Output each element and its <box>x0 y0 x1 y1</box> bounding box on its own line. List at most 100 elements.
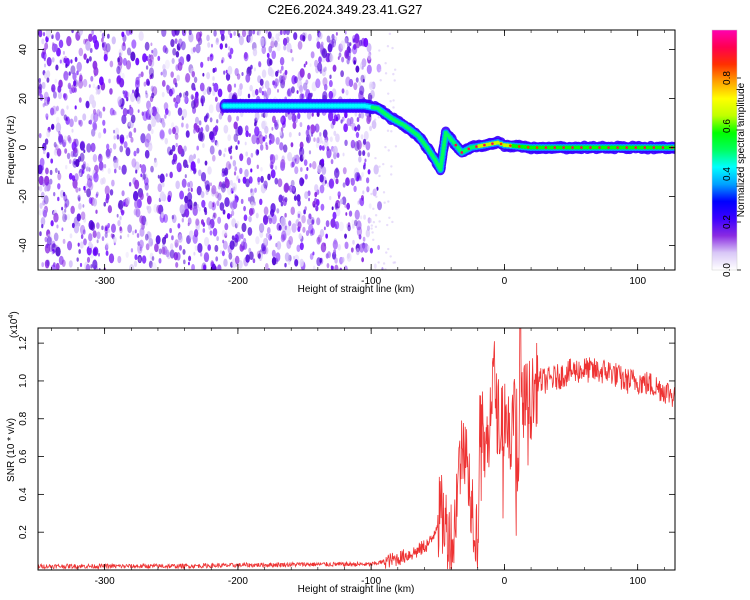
noise-speckle <box>185 130 190 138</box>
noise-speckle <box>224 147 227 153</box>
noise-speckle <box>340 40 346 50</box>
noise-speckle <box>88 241 93 249</box>
noise-speckle <box>355 247 360 256</box>
noise-speckle <box>207 244 211 251</box>
x-tick-label: 100 <box>629 576 646 587</box>
noise-speckle <box>216 141 220 148</box>
noise-speckle <box>258 134 264 145</box>
noise-speckle <box>46 70 51 79</box>
noise-speckle <box>230 155 233 160</box>
noise-speckle <box>171 235 174 241</box>
noise-speckle <box>118 165 121 171</box>
noise-speckle <box>207 42 211 48</box>
noise-speckle <box>137 109 140 113</box>
noise-speckle <box>110 233 114 238</box>
track-peak <box>580 146 583 149</box>
noise-speckle <box>229 202 234 209</box>
noise-speckle <box>55 244 58 249</box>
noise-speckle <box>44 186 48 192</box>
noise-speckle <box>122 41 126 47</box>
noise-speckle <box>332 64 337 72</box>
noise-speckle <box>287 87 293 97</box>
noise-speckle <box>227 30 231 36</box>
noise-speckle <box>391 46 394 50</box>
noise-speckle <box>306 134 311 144</box>
noise-speckle <box>338 195 341 200</box>
spectrogram-x-ticks: -300 -200 -100 0 100 <box>51 30 665 287</box>
noise-speckle <box>363 214 366 220</box>
noise-speckle <box>125 30 131 36</box>
noise-speckle <box>367 169 371 175</box>
noise-speckle <box>112 109 116 116</box>
noise-speckle <box>70 59 73 64</box>
noise-speckle <box>161 246 166 255</box>
noise-speckle <box>116 66 121 75</box>
noise-speckle <box>119 235 122 240</box>
noise-speckle <box>118 52 122 58</box>
noise-speckle <box>219 202 225 211</box>
noise-speckle <box>177 61 183 72</box>
noise-speckle <box>236 175 239 180</box>
noise-speckle <box>71 175 76 182</box>
noise-speckle <box>297 112 301 120</box>
noise-speckle <box>361 58 367 68</box>
noise-speckle <box>384 62 387 65</box>
noise-speckle <box>214 244 219 253</box>
noise-speckle <box>290 161 294 168</box>
noise-speckle <box>186 54 191 63</box>
noise-speckle <box>113 129 116 134</box>
noise-speckle <box>68 260 73 268</box>
track-peak <box>454 143 458 147</box>
noise-speckle <box>116 74 122 84</box>
track-blob <box>231 103 236 108</box>
noise-speckle <box>107 167 111 175</box>
noise-speckle <box>276 43 281 52</box>
noise-speckle <box>216 200 220 207</box>
noise-speckle <box>157 55 161 62</box>
noise-speckle <box>291 161 295 168</box>
noise-speckle <box>279 142 284 151</box>
noise-speckle <box>42 199 46 206</box>
noise-speckle <box>275 70 279 77</box>
noise-speckle <box>374 225 378 229</box>
track-blob <box>330 103 335 108</box>
noise-speckle <box>229 179 233 186</box>
noise-speckle <box>109 60 114 68</box>
noise-speckle <box>127 121 131 127</box>
noise-speckle <box>221 250 225 257</box>
noise-speckle <box>319 132 322 137</box>
noise-speckle <box>263 206 269 216</box>
noise-speckle <box>270 40 275 49</box>
noise-speckle <box>354 219 358 227</box>
noise-speckle <box>224 43 228 49</box>
track-blob <box>537 145 542 150</box>
track-blob <box>314 103 319 108</box>
x-tick-label: 0 <box>502 576 508 587</box>
track-blob <box>582 145 587 150</box>
noise-speckle <box>312 251 315 256</box>
noise-speckle <box>233 133 239 143</box>
noise-speckle <box>148 106 153 115</box>
noise-speckle <box>73 80 77 87</box>
noise-speckle <box>363 162 366 167</box>
noise-speckle <box>166 84 170 91</box>
noise-speckle <box>88 84 91 88</box>
noise-speckle <box>370 227 373 230</box>
noise-speckle <box>315 78 321 89</box>
noise-speckle <box>290 142 294 148</box>
noise-speckle <box>171 214 177 224</box>
track-blob <box>311 103 316 108</box>
noise-speckle <box>145 65 149 70</box>
noise-speckle <box>77 30 84 37</box>
noise-speckle <box>304 173 308 180</box>
noise-speckle <box>244 125 249 133</box>
colorbar-ticks: 0.0 0.2 0.4 0.6 0.8 <box>722 71 741 277</box>
track-peak <box>553 146 557 149</box>
noise-speckle <box>345 177 350 187</box>
noise-speckle <box>372 84 376 88</box>
noise-speckle <box>334 221 340 230</box>
noise-speckle <box>229 240 235 250</box>
track-blob <box>290 103 295 108</box>
noise-speckle <box>251 134 257 145</box>
noise-speckle <box>374 214 378 217</box>
